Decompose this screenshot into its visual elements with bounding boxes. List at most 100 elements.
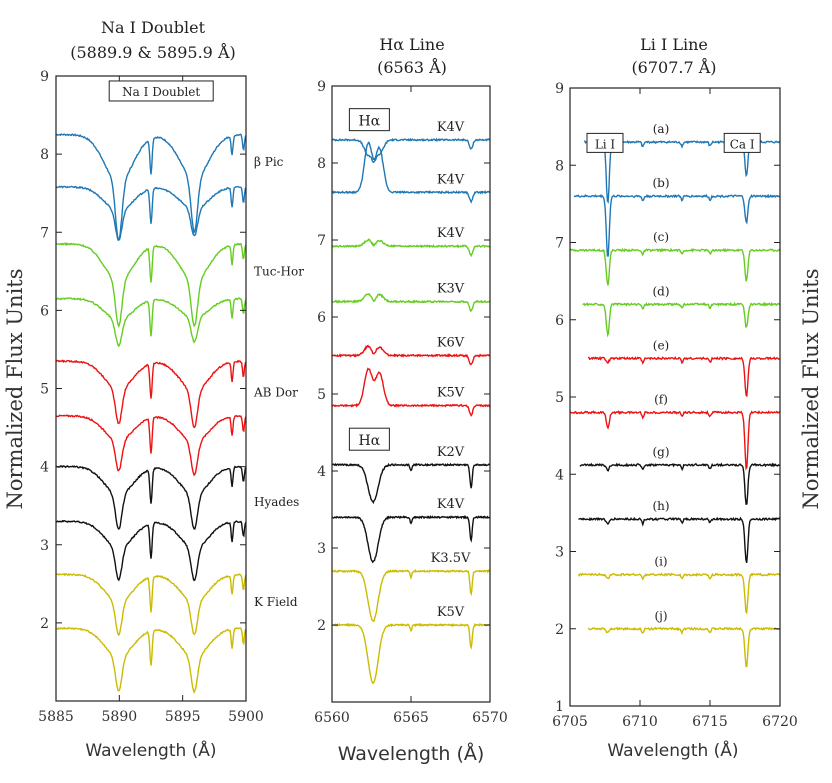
y-tick-label: 8 bbox=[40, 147, 49, 163]
annotation-group: (a) (b) (c) (d) (e) (f) (g) (h) (i) (j) Li I Ca I bbox=[586, 122, 761, 623]
spectrum-line bbox=[569, 410, 781, 471]
panel-title-line2: (6563 Å) bbox=[377, 57, 447, 77]
spectrum-id-label: (g) bbox=[652, 445, 669, 459]
y-tick-label: 3 bbox=[40, 538, 49, 554]
box-label-frame bbox=[348, 427, 390, 451]
spectrum-id-label: (i) bbox=[654, 555, 667, 569]
spectrum-line bbox=[55, 185, 247, 241]
spectral-type-label: K4V bbox=[437, 120, 465, 135]
group-label: β Pic bbox=[254, 155, 284, 169]
y-tick-label: 7 bbox=[555, 236, 564, 252]
group-label: AB Dor bbox=[253, 385, 298, 399]
spectrum-id-label: (c) bbox=[653, 230, 669, 244]
axis-ticks: 6560 6565 6570 2 3 4 5 6 7 8 9 bbox=[314, 79, 508, 726]
y-tick-label: 7 bbox=[317, 233, 326, 249]
y-tick-label: 4 bbox=[40, 460, 49, 476]
spectrum-line bbox=[55, 359, 247, 429]
spectrum-line bbox=[55, 297, 247, 348]
spectrum-line bbox=[55, 464, 247, 531]
x-tick-label: 6570 bbox=[472, 710, 508, 726]
y-tick-label: 2 bbox=[555, 622, 564, 638]
li-line-panel: Li I Line (6707.7 Å) 6705 6710 6715 6720 1 2 3… bbox=[552, 35, 798, 761]
spectrum-line bbox=[573, 193, 781, 257]
spectrum-line bbox=[569, 247, 781, 286]
x-tick-label: 5900 bbox=[228, 709, 264, 725]
spectrum-line bbox=[55, 626, 247, 694]
spectrum-line bbox=[331, 292, 491, 312]
spectrum-id-label: (a) bbox=[653, 122, 670, 136]
spectrum-line bbox=[331, 568, 491, 623]
spectrum-id-label: (e) bbox=[653, 338, 669, 352]
box-label-frame bbox=[586, 132, 624, 153]
y-tick-label: 4 bbox=[555, 467, 564, 483]
panel-title-line1: Hα Line bbox=[379, 35, 444, 54]
x-tick-label: 6705 bbox=[552, 714, 588, 730]
right-y-axis-label: Normalized Flux Units bbox=[799, 268, 823, 509]
axis-ticks: 6705 6710 6715 6720 1 2 3 4 5 6 7 8 9 bbox=[552, 81, 798, 730]
x-tick-label: 5885 bbox=[38, 709, 74, 725]
left-y-axis-label: Normalized Flux Units bbox=[3, 268, 27, 509]
spectrum-line bbox=[331, 622, 491, 685]
panel-title-line2: (6707.7 Å) bbox=[631, 57, 716, 77]
annotation-group: K4V K4V K4V K3V K6V K5V K2V K4V K3.5V K5V Hα Hα bbox=[348, 108, 471, 620]
spectral-type-label: K2V bbox=[437, 445, 465, 460]
spectral-type-label: K5V bbox=[437, 386, 465, 401]
group-label: K Field bbox=[254, 595, 298, 609]
spectral-type-label: K3.5V bbox=[431, 551, 471, 566]
y-tick-label: 6 bbox=[40, 303, 49, 319]
y-tick-label: 3 bbox=[555, 545, 564, 561]
spectrum-id-label: (d) bbox=[652, 284, 669, 298]
h-alpha-panel: Hα Line (6563 Å) 6560 6565 6570 2 3 4 5 6 7 8 9 K4… bbox=[314, 35, 508, 765]
x-tick-label: 6565 bbox=[393, 710, 429, 726]
x-axis-label: Wavelength (Å) bbox=[85, 739, 216, 761]
x-axis-label: Wavelength (Å) bbox=[338, 742, 485, 765]
spectral-type-label: K4V bbox=[437, 226, 465, 241]
spectrum-line bbox=[332, 367, 491, 417]
spectrum-line bbox=[578, 516, 781, 563]
spectrum-line bbox=[55, 133, 247, 241]
plot-frame bbox=[569, 87, 781, 707]
series-group bbox=[569, 139, 781, 668]
x-tick-label: 6715 bbox=[692, 714, 728, 730]
spectrum-line bbox=[577, 572, 781, 615]
y-tick-label: 6 bbox=[317, 310, 326, 326]
x-tick-label: 5895 bbox=[165, 709, 201, 725]
y-tick-label: 5 bbox=[40, 382, 49, 398]
spectral-type-label: K5V bbox=[437, 605, 465, 620]
spectrum-line bbox=[331, 462, 491, 505]
spectrum-line bbox=[55, 414, 247, 477]
axis-ticks: 5885 5890 5895 5900 2 3 4 5 6 7 8 9 bbox=[38, 69, 264, 725]
x-tick-label: 5890 bbox=[102, 709, 138, 725]
spectrum-line bbox=[587, 355, 781, 398]
spectral-type-label: K4V bbox=[437, 497, 465, 512]
box-label: Hα bbox=[359, 433, 381, 449]
y-tick-label: 3 bbox=[317, 541, 326, 557]
spectrum-line bbox=[55, 572, 247, 637]
x-axis-label: Wavelength (Å) bbox=[607, 739, 738, 761]
box-label-frame bbox=[108, 80, 214, 102]
na-doublet-panel: Na I Doublet (5889.9 & 5895.9 Å) 5885 589… bbox=[38, 18, 304, 761]
spectrum-line bbox=[331, 238, 491, 258]
spectrum-id-label: (f) bbox=[654, 392, 668, 406]
y-tick-label: 5 bbox=[555, 390, 564, 406]
y-tick-label: 2 bbox=[40, 616, 49, 632]
spectrum-line bbox=[331, 141, 491, 204]
x-tick-label: 6560 bbox=[314, 710, 350, 726]
spectral-type-label: K4V bbox=[437, 172, 465, 187]
spectrum-line bbox=[582, 301, 781, 338]
box-label-frame bbox=[723, 132, 761, 153]
spectrum-line bbox=[331, 137, 491, 164]
group-label: Tuc-Hor bbox=[254, 264, 304, 278]
annotation-group: Na I Doublet β Pic Tuc-Hor AB Dor Hyades K Fi… bbox=[108, 80, 304, 609]
spectrum-line bbox=[331, 344, 491, 366]
spectral-type-label: K6V bbox=[437, 336, 465, 351]
y-tick-label: 9 bbox=[40, 69, 49, 85]
plot-frame bbox=[331, 85, 491, 703]
y-tick-label: 9 bbox=[317, 79, 326, 95]
panel-title-line1: Li I Line bbox=[640, 35, 708, 54]
panel-title-line2: (5889.9 & 5895.9 Å) bbox=[70, 42, 236, 62]
y-tick-label: 7 bbox=[40, 225, 49, 241]
spectrum-line bbox=[331, 514, 491, 564]
panel-title-line1: Na I Doublet bbox=[101, 18, 206, 37]
